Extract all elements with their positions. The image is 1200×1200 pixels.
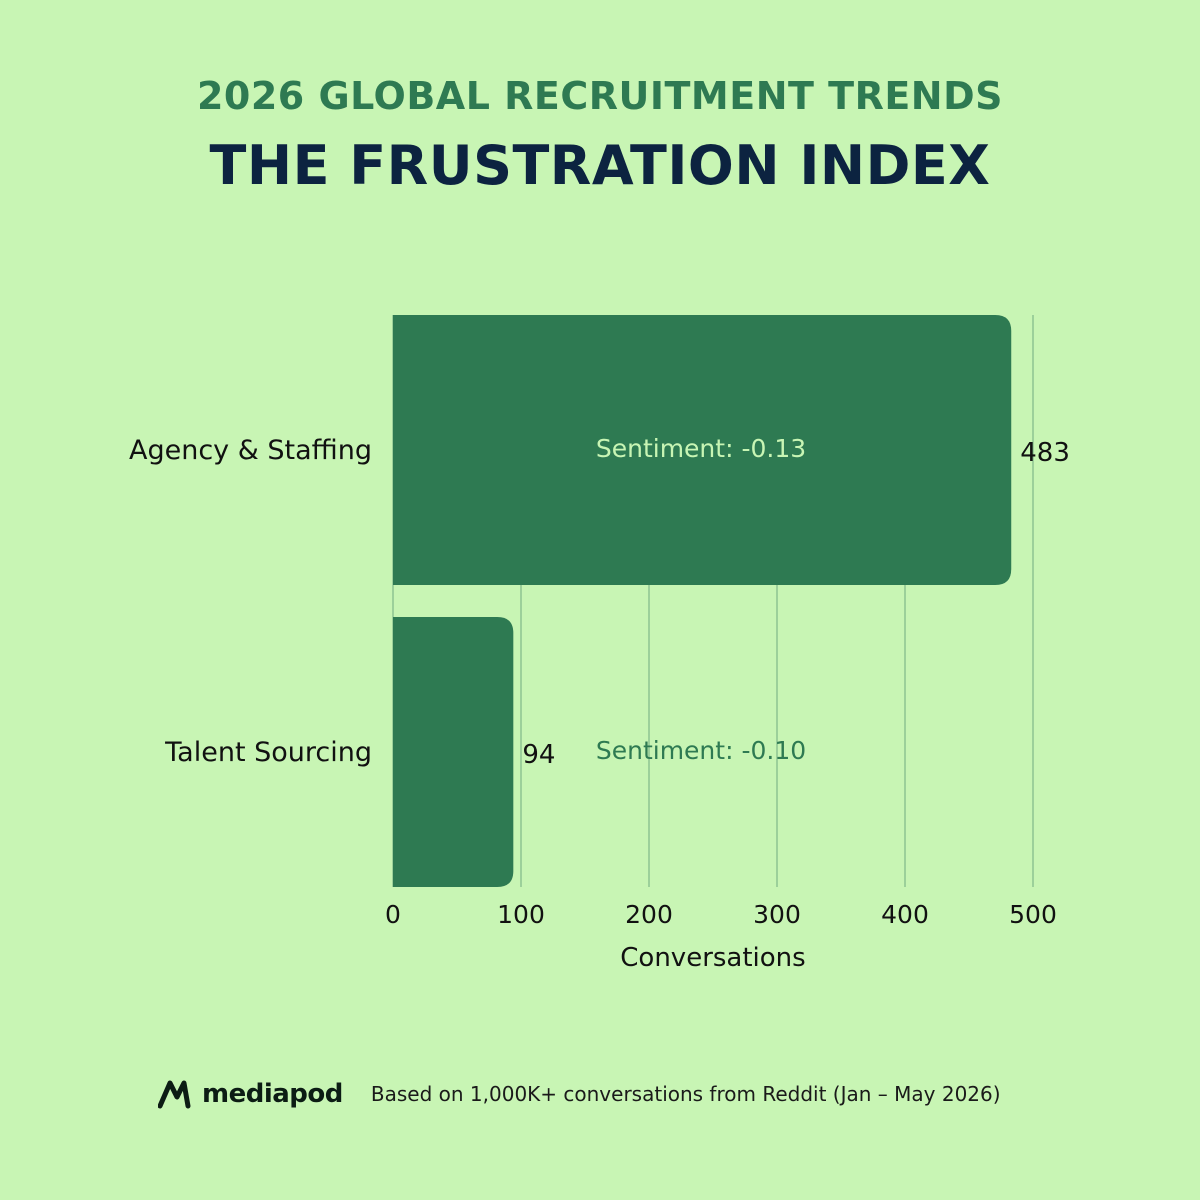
x-tick-label: 0	[385, 900, 401, 929]
bars	[393, 315, 1012, 887]
x-tick-label: 400	[881, 900, 929, 929]
chart-title: THE FRUSTRATION INDEX	[209, 134, 991, 197]
axis-labels: 0 100 200 300 400 500 Conversations Agency & St…	[129, 434, 1070, 973]
value-label: 94	[522, 740, 555, 770]
mediapod-logo: mediapod	[158, 1079, 343, 1109]
bar-0	[393, 315, 1012, 585]
bar-1	[393, 617, 514, 887]
category-label: Agency & Staffing	[129, 435, 372, 466]
sentiment-annotation: Sentiment: -0.10	[596, 736, 806, 765]
x-tick-label: 300	[753, 900, 801, 929]
x-axis-title: Conversations	[620, 943, 805, 973]
mediapod-logo-icon	[158, 1080, 191, 1109]
x-tick-label: 100	[497, 900, 545, 929]
footer: mediapod Based on 1,000K+ conversations …	[158, 1074, 1001, 1114]
bar-chart: 0 100 200 300 400 500 Conversations Agency & St…	[129, 315, 1070, 973]
value-label: 483	[1020, 438, 1070, 468]
x-tick-label: 500	[1009, 900, 1057, 929]
category-label: Talent Sourcing	[164, 737, 372, 768]
logo-text: mediapod	[202, 1079, 343, 1109]
footnote: Based on 1,000K+ conversations from Redd…	[370, 1082, 1001, 1106]
x-tick-label: 200	[625, 900, 673, 929]
chart-supertitle: 2026 GLOBAL RECRUITMENT TRENDS	[196, 74, 1004, 118]
sentiment-annotation: Sentiment: -0.13	[596, 434, 806, 463]
